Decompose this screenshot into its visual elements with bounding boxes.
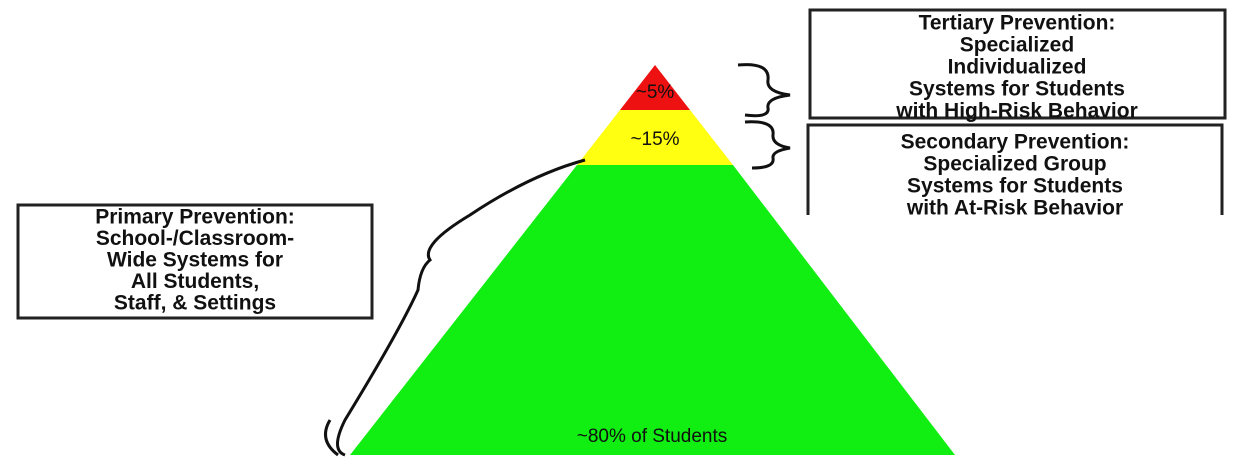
tier-label: ~15%	[630, 129, 679, 150]
box-line: with High-Risk Behavior	[895, 100, 1138, 123]
box-line: All Students,	[131, 270, 259, 293]
box-line: Tertiary Prevention:	[919, 12, 1116, 35]
box-primary	[16, 203, 374, 320]
box-line: Secondary Prevention:	[901, 131, 1130, 154]
tier-middle	[577, 110, 733, 165]
box-line: Staff, & Settings	[114, 292, 276, 315]
box-line: Specialized Group	[923, 153, 1106, 176]
box-line: School-/Classroom-	[96, 227, 294, 250]
box-line: Individualized	[948, 56, 1087, 79]
box-line: Systems for Students	[909, 78, 1125, 101]
box-secondary	[806, 123, 1224, 215]
box-tertiary	[808, 8, 1227, 120]
tier-top	[620, 65, 690, 110]
brace-secondary	[744, 120, 791, 170]
tier-label: ~5%	[636, 82, 675, 103]
brace-primary	[336, 158, 586, 457]
box-line: with At-Risk Behavior	[906, 197, 1123, 220]
tier-bottom	[350, 165, 955, 455]
tier-label: ~80% of Students	[577, 426, 728, 447]
box-line: Wide Systems for	[107, 249, 283, 272]
box-line: Specialized	[960, 34, 1074, 57]
brace-tertiary	[737, 63, 791, 118]
brace-primary-end	[324, 419, 339, 457]
box-line: Primary Prevention:	[95, 206, 295, 229]
box-line: Systems for Students	[907, 175, 1123, 198]
